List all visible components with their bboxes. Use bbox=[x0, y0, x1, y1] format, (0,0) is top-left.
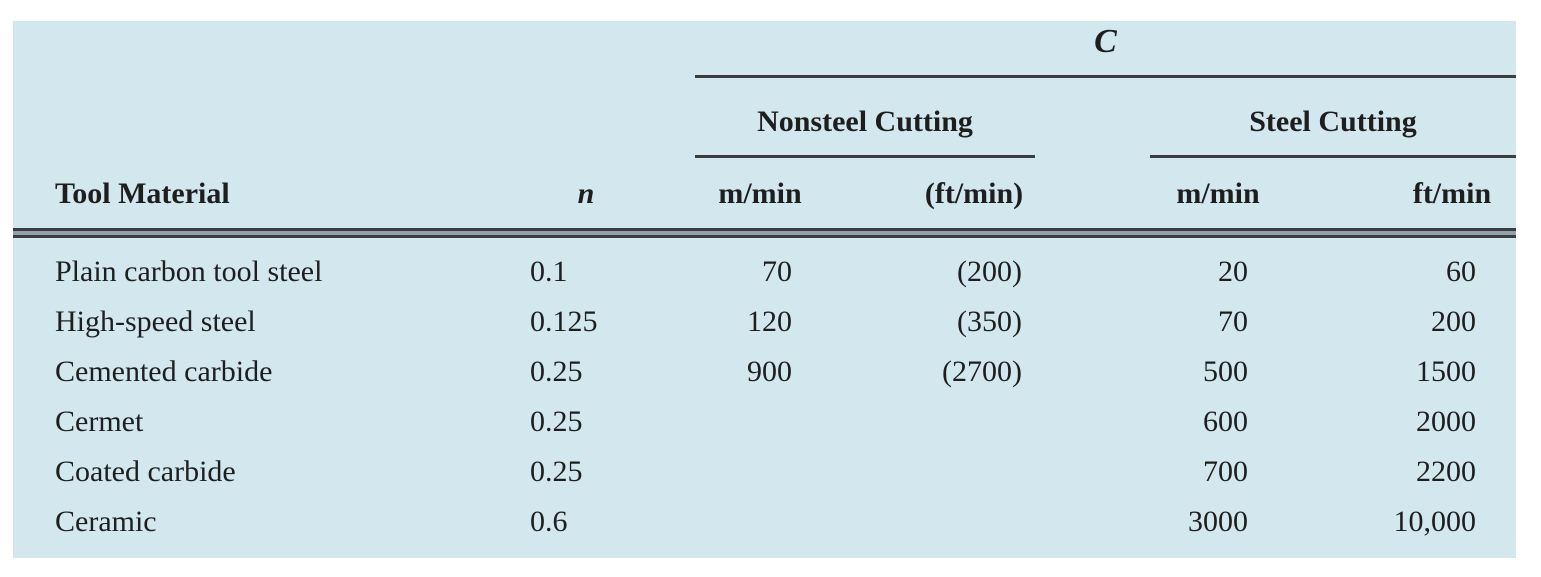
table-row: Coated carbide 0.25 700 2200 bbox=[13, 447, 1516, 497]
cell-nonsteel-ft-min: (350) bbox=[957, 305, 1022, 338]
cell-material: Cemented carbide bbox=[55, 355, 273, 388]
column-header-steel-ft-min: ft/min bbox=[1412, 177, 1492, 210]
table-row: Ceramic 0.6 3000 10,000 bbox=[13, 497, 1516, 547]
cell-steel-ft-min: 2000 bbox=[1416, 405, 1476, 438]
column-header-tool-material: Tool Material bbox=[55, 177, 230, 210]
cell-steel-m-min: 600 bbox=[1203, 405, 1248, 438]
cell-steel-m-min: 700 bbox=[1203, 455, 1248, 488]
cell-material: High-speed steel bbox=[55, 305, 256, 338]
c-header-rule bbox=[695, 75, 1516, 78]
cell-steel-m-min: 3000 bbox=[1188, 505, 1248, 538]
nonsteel-group-rule bbox=[695, 155, 1035, 158]
tool-life-parameters-table: C Nonsteel Cutting Steel Cutting Tool Ma… bbox=[13, 21, 1516, 558]
cell-material: Cermet bbox=[55, 405, 144, 438]
table-row: High-speed steel 0.125 120 (350) 70 200 bbox=[13, 297, 1516, 347]
cell-n: 0.25 bbox=[530, 405, 583, 438]
cell-material: Ceramic bbox=[55, 505, 157, 538]
cell-steel-ft-min: 2200 bbox=[1416, 455, 1476, 488]
cell-n: 0.25 bbox=[530, 455, 583, 488]
column-header-n: n bbox=[577, 177, 595, 210]
cell-nonsteel-m-min: 70 bbox=[762, 255, 792, 288]
column-header-nonsteel-ft-min: (ft/min) bbox=[924, 177, 1024, 210]
cell-n: 0.25 bbox=[530, 355, 583, 388]
table-row: Plain carbon tool steel 0.1 70 (200) 20 … bbox=[13, 247, 1516, 297]
header-separator-rule bbox=[13, 228, 1516, 238]
c-super-header: C bbox=[1094, 23, 1117, 60]
cell-steel-ft-min: 200 bbox=[1431, 305, 1476, 338]
cell-n: 0.125 bbox=[530, 305, 598, 338]
cell-nonsteel-ft-min: (200) bbox=[957, 255, 1022, 288]
cell-material: Coated carbide bbox=[55, 455, 236, 488]
cell-steel-m-min: 500 bbox=[1203, 355, 1248, 388]
steel-group-rule bbox=[1150, 155, 1516, 158]
table-row: Cemented carbide 0.25 900 (2700) 500 150… bbox=[13, 347, 1516, 397]
column-header-nonsteel-m-min: m/min bbox=[718, 177, 802, 210]
cell-steel-m-min: 70 bbox=[1218, 305, 1248, 338]
group-header-nonsteel-cutting: Nonsteel Cutting bbox=[757, 105, 973, 138]
column-header-steel-m-min: m/min bbox=[1176, 177, 1260, 210]
cell-steel-ft-min: 10,000 bbox=[1393, 505, 1477, 538]
cell-nonsteel-m-min: 120 bbox=[747, 305, 792, 338]
cell-material: Plain carbon tool steel bbox=[55, 255, 323, 288]
cell-steel-m-min: 20 bbox=[1218, 255, 1248, 288]
cell-steel-ft-min: 60 bbox=[1446, 255, 1476, 288]
table-row: Cermet 0.25 600 2000 bbox=[13, 397, 1516, 447]
cell-n: 0.1 bbox=[530, 255, 568, 288]
cell-n: 0.6 bbox=[530, 505, 568, 538]
cell-nonsteel-m-min: 900 bbox=[747, 355, 792, 388]
cell-steel-ft-min: 1500 bbox=[1416, 355, 1476, 388]
cell-nonsteel-ft-min: (2700) bbox=[942, 355, 1022, 388]
group-header-steel-cutting: Steel Cutting bbox=[1249, 105, 1417, 138]
